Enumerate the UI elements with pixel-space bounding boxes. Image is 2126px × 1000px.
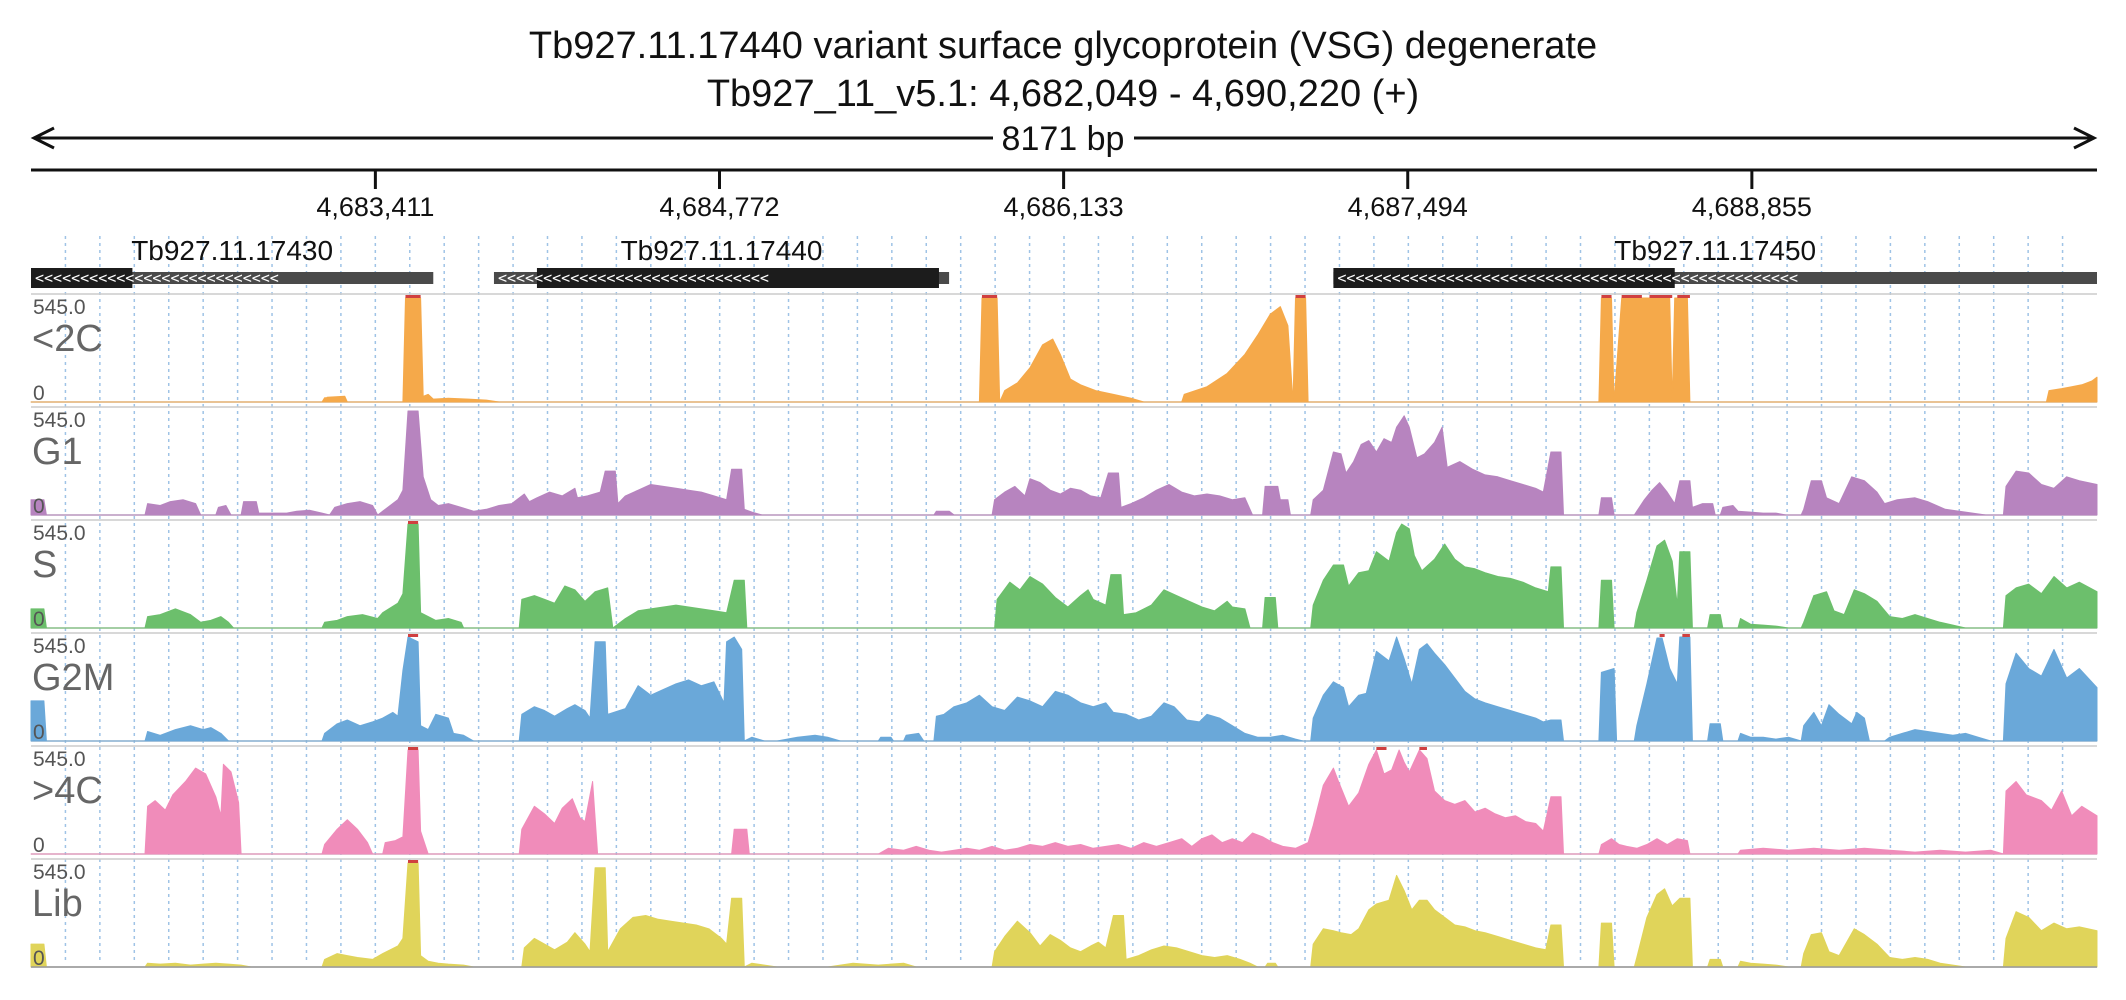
clipped-value-marker [1659, 634, 1665, 637]
span-length-label: 8171 bp [1002, 120, 1125, 158]
track-max-label: 545.0 [33, 296, 86, 319]
clipped-value-marker [1649, 295, 1673, 298]
coverage-area [30, 636, 2098, 742]
track-name-label: Lib [32, 883, 83, 925]
span-arrow-right-head [2073, 126, 2098, 150]
clipped-value-marker [407, 747, 419, 750]
coverage-area [30, 523, 2098, 629]
coverage-area [30, 862, 2098, 968]
coordinate-axis-ticks: 4,683,411 4,684,772 4,686,133 4,687,494 4,68… [316, 170, 1812, 222]
axis-tick-label: 4,687,494 [1348, 192, 1468, 222]
track-zero-label: 0 [33, 495, 45, 518]
track-name-label: G1 [32, 431, 83, 473]
coverage-area [30, 749, 2098, 855]
coverage-area [30, 410, 2098, 516]
track-zero-label: 0 [33, 608, 45, 631]
axis-tick-label: 4,686,133 [1004, 192, 1124, 222]
strand-chevrons: <<<<<<<<<<<<<<<<<<<<<<<<<<< [35, 269, 279, 287]
track-max-label: 545.0 [33, 861, 86, 884]
plot-title-line2: Tb927_11_v5.1: 4,682,049 - 4,690,220 (+) [707, 73, 1419, 115]
track-name-label: >4C [32, 770, 103, 812]
track-max-label: 545.0 [33, 409, 86, 432]
coverage-track: 545.0 0 >4C [30, 745, 2098, 857]
track-max-label: 545.0 [33, 748, 86, 771]
coverage-track: 545.0 0 G2M [30, 632, 2098, 744]
track-zero-label: 0 [33, 721, 45, 744]
coverage-track: 545.0 0 <2C [30, 293, 2098, 405]
gene-name-label: Tb927.11.17440 [621, 235, 823, 266]
clipped-value-marker [405, 295, 421, 298]
plot-title-line1: Tb927.11.17440 variant surface glycoprot… [529, 25, 1597, 67]
clipped-value-marker [407, 860, 419, 863]
clipped-value-marker [1376, 747, 1387, 750]
strand-chevrons: <<<<<<<<<<<<<<<<<<<<<<<<<<<<<<<<<<<<<<<<… [1337, 269, 1798, 287]
gene-cds [1333, 268, 1675, 288]
coverage-track: 545.0 0 S [30, 519, 2098, 631]
span-arrow: 8171 bp [30, 120, 2098, 158]
gene-annotation-track: <<<<<<<<<<<<<<<<<<<<<<<<<<< Tb927.11.1743… [31, 235, 2097, 288]
coverage-tracks: 545.00<2C545.00G1545.00S545.00G2M545.00>… [30, 293, 2098, 970]
axis-tick-label: 4,684,772 [659, 192, 779, 222]
clipped-value-marker [1601, 295, 1612, 298]
clipped-value-marker [981, 295, 998, 298]
clipped-value-marker [1295, 295, 1306, 298]
track-max-label: 545.0 [33, 522, 86, 545]
clipped-value-marker [407, 521, 419, 524]
clipped-value-marker [407, 634, 419, 637]
track-name-label: S [32, 544, 57, 586]
clipped-value-marker [1682, 634, 1690, 637]
axis-tick-label: 4,688,855 [1692, 192, 1812, 222]
track-zero-label: 0 [33, 947, 45, 970]
track-zero-label: 0 [33, 382, 45, 405]
clipped-value-marker [1419, 747, 1427, 750]
coverage-track: 545.0 0 G1 [30, 406, 2098, 518]
span-arrow-left-head [30, 126, 55, 150]
gene-cds [536, 268, 939, 288]
coverage-area [30, 297, 2098, 403]
track-name-label: <2C [32, 318, 103, 360]
track-max-label: 545.0 [33, 635, 86, 658]
gene-name-label: Tb927.11.17450 [1614, 235, 1816, 266]
gene-cds [31, 268, 133, 288]
axis-tick-label: 4,683,411 [316, 192, 434, 222]
track-name-label: G2M [32, 657, 114, 699]
clipped-value-marker [1621, 295, 1642, 298]
clipped-value-marker [1677, 295, 1690, 298]
track-zero-label: 0 [33, 834, 45, 857]
strand-chevrons: <<<<<<<<<<<<<<<<<<<<<<<<<<<<<< [498, 269, 769, 287]
gene-name-label: Tb927.11.17430 [131, 235, 333, 266]
